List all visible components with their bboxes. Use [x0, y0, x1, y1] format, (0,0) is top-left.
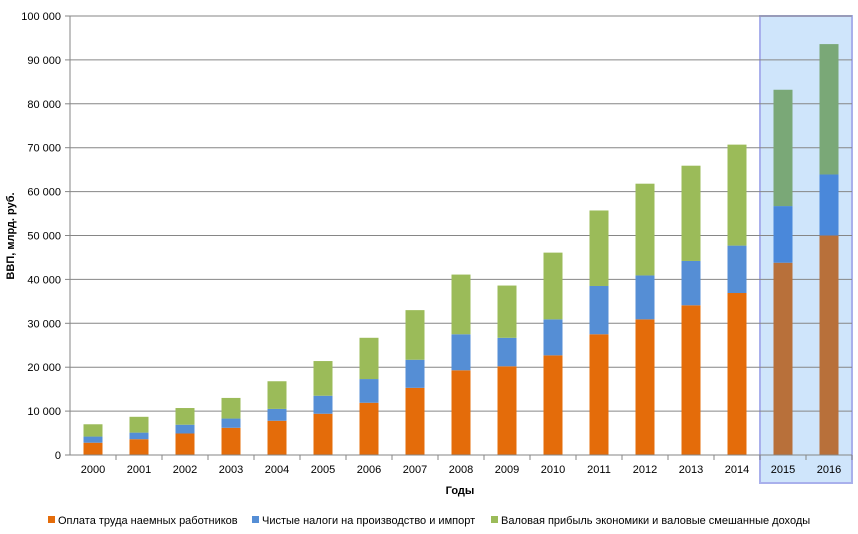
bar-segment-2007-series-0 [405, 387, 425, 455]
bar-segment-2008-series-1 [451, 334, 471, 371]
bar-segment-2006-series-2 [359, 337, 379, 380]
bar-segment-2014-series-0 [727, 293, 747, 455]
bar-segment-2004-series-0 [267, 420, 287, 455]
bar-segment-2014-series-2 [727, 144, 747, 246]
legend: Оплата труда наемных работников Чистые на… [48, 515, 810, 527]
bar-segment-2000-series-2 [83, 424, 103, 437]
y-tick-label: 10 000 [27, 406, 61, 418]
bar-segment-2014-series-1 [727, 245, 747, 294]
bar-segment-2003-series-1 [221, 418, 241, 428]
bar-segment-2008-series-2 [451, 274, 471, 335]
bar-segment-2011-series-1 [589, 285, 609, 335]
bar-segment-2006-series-0 [359, 402, 379, 455]
bar-segment-2006-series-1 [359, 379, 379, 403]
bar-segment-2016-series-0 [819, 235, 839, 455]
x-tick-label: 2013 [679, 464, 703, 476]
bar-segment-2004-series-1 [267, 408, 287, 421]
x-tick-label: 2012 [633, 464, 657, 476]
bar-segment-2002-series-2 [175, 408, 195, 425]
legend-label: Валовая прибыль экономики и валовые смеш… [501, 515, 810, 527]
bar-segment-2009-series-1 [497, 337, 517, 367]
x-tick-label: 2004 [265, 464, 289, 476]
y-tick-label: 70 000 [27, 143, 61, 155]
bar-segment-2013-series-1 [681, 260, 701, 306]
x-axis-title: Годы [446, 485, 475, 497]
legend-swatch [491, 516, 498, 523]
bar-segment-2007-series-1 [405, 359, 425, 388]
bar-segment-2001-series-1 [129, 432, 149, 440]
y-tick-label: 0 [55, 450, 61, 462]
bar-segment-2010-series-0 [543, 355, 563, 455]
bar-segment-2005-series-1 [313, 395, 333, 414]
bar-segment-2011-series-0 [589, 334, 609, 455]
y-tick-label: 40 000 [27, 274, 61, 286]
bar-segment-2003-series-0 [221, 427, 241, 455]
y-tick-label: 30 000 [27, 318, 61, 330]
x-tick-label: 2010 [541, 464, 565, 476]
legend-label: Оплата труда наемных работников [58, 515, 238, 527]
x-tick-label: 2007 [403, 464, 427, 476]
bar-segment-2004-series-2 [267, 381, 287, 409]
bar-segment-2000-series-0 [83, 442, 103, 455]
x-tick-label: 2011 [587, 464, 611, 476]
legend-swatch [252, 516, 259, 523]
x-tick-label: 2002 [173, 464, 197, 476]
bar-segment-2016-series-1 [819, 174, 839, 236]
x-tick-label: 2014 [725, 464, 749, 476]
x-tick-label: 2016 [817, 464, 841, 476]
legend-swatch [48, 516, 55, 523]
bar-segment-2015-series-2 [773, 89, 793, 207]
y-tick-label: 80 000 [27, 99, 61, 111]
bar-segment-2012-series-1 [635, 275, 655, 320]
x-tick-label: 2008 [449, 464, 473, 476]
bar-segment-2001-series-2 [129, 416, 149, 433]
y-tick-label: 50 000 [27, 231, 61, 243]
bar-segment-2000-series-1 [83, 436, 103, 443]
bar-segment-2001-series-0 [129, 439, 149, 455]
y-tick-label: 60 000 [27, 187, 61, 199]
y-tick-label: 20 000 [27, 362, 61, 374]
y-tick-label: 90 000 [27, 55, 61, 67]
bar-segment-2009-series-0 [497, 366, 517, 455]
x-tick-label: 2003 [219, 464, 243, 476]
bar-segment-2010-series-2 [543, 252, 563, 320]
bar-segment-2009-series-2 [497, 285, 517, 338]
x-tick-label: 2015 [771, 464, 795, 476]
x-tick-label: 2001 [127, 464, 151, 476]
bar-segment-2015-series-1 [773, 206, 793, 263]
bar-segment-2005-series-0 [313, 413, 333, 455]
y-tick-label: 100 000 [21, 11, 61, 23]
bar-segment-2002-series-0 [175, 433, 195, 455]
bar-segment-2013-series-2 [681, 165, 701, 261]
bar-segment-2013-series-0 [681, 305, 701, 455]
bar-segment-2002-series-1 [175, 424, 195, 434]
x-tick-label: 2009 [495, 464, 519, 476]
bar-segment-2003-series-2 [221, 397, 241, 419]
bar-segment-2012-series-2 [635, 183, 655, 276]
x-tick-label: 2005 [311, 464, 335, 476]
bar-segment-2012-series-0 [635, 319, 655, 455]
bar-segment-2016-series-2 [819, 44, 839, 175]
bar-segment-2005-series-2 [313, 361, 333, 396]
bar-segment-2010-series-1 [543, 319, 563, 356]
bar-segment-2008-series-0 [451, 370, 471, 455]
bar-segment-2007-series-2 [405, 310, 425, 360]
y-axis-title: ВВП, млрд. руб. [5, 192, 17, 279]
bar-segment-2011-series-2 [589, 210, 609, 286]
x-tick-label: 2000 [81, 464, 105, 476]
legend-label: Чистые налоги на производство и импорт [262, 515, 475, 527]
x-tick-label: 2006 [357, 464, 381, 476]
bar-segment-2015-series-0 [773, 262, 793, 455]
